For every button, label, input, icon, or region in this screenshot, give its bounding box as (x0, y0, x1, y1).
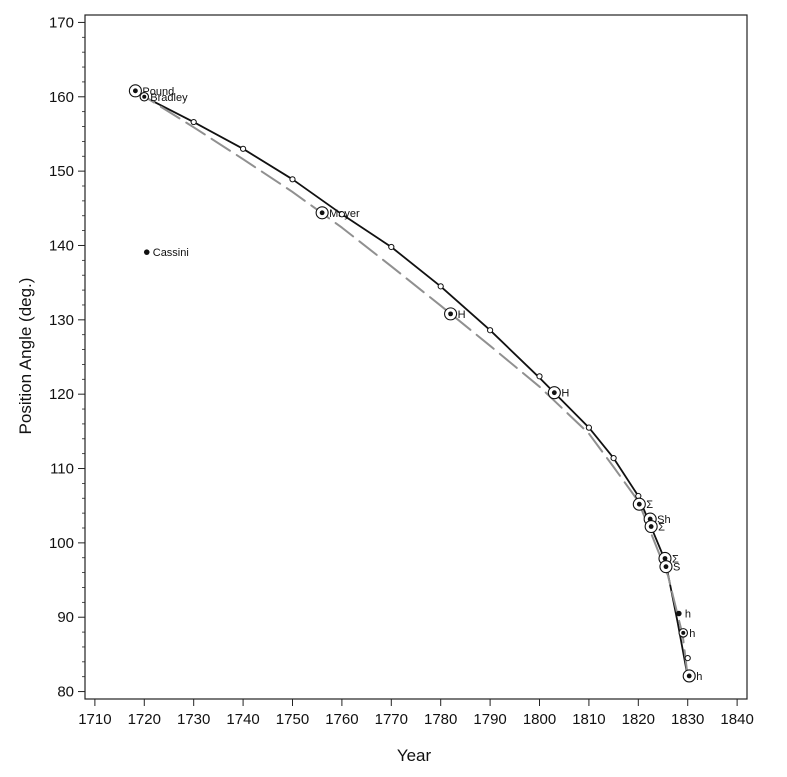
observer-label: Σ (646, 499, 653, 511)
open-circle-point (388, 243, 395, 251)
y-tick-label: 150 (49, 163, 74, 180)
plot-frame (84, 14, 748, 700)
series-lines (134, 89, 689, 678)
observer-label: Σ (658, 522, 665, 534)
ring-center-dot (448, 311, 453, 317)
dashed-series-line (134, 89, 689, 678)
solid-series-line (134, 89, 689, 678)
y-tick-label: 80 (57, 684, 74, 701)
open-circle-point (684, 655, 691, 662)
observer-label: H (458, 309, 466, 321)
x-tick-label: 1840 (720, 711, 753, 728)
ring-center-dot (319, 210, 325, 216)
open-circle-point (437, 283, 444, 290)
x-tick-label: 1830 (671, 711, 704, 728)
x-tick-label: 1810 (572, 711, 605, 728)
ring-center-dot (663, 564, 669, 570)
ring-center-dot (551, 390, 557, 396)
observer-label: Bradley (150, 92, 188, 104)
observer-label: Σ (672, 553, 679, 565)
y-tick-label: 120 (49, 386, 74, 403)
x-tick-label: 1720 (128, 711, 161, 728)
ring-center-dot (648, 524, 654, 529)
x-tick-label: 1750 (276, 711, 309, 728)
x-tick-label: 1800 (523, 711, 556, 728)
open-circle-point (487, 327, 494, 334)
open-circle-point (239, 145, 247, 152)
observer-label: Cassini (153, 247, 189, 259)
x-axis: 1710 1720 1730 1740 1750 1760 1770 1780 1790 1800… (78, 699, 754, 728)
x-tick-label: 1730 (177, 711, 210, 728)
x-axis-title: Year (397, 746, 432, 765)
data-points: PoundBradleyCassiniMayerHHΣShΣΣShhh (128, 84, 702, 683)
x-tick-label: 1790 (473, 711, 506, 728)
observer-label: h (696, 671, 702, 683)
observer-label: Pound (142, 86, 174, 98)
y-tick-label: 140 (49, 237, 74, 254)
filled-dot-point (143, 249, 150, 255)
y-tick-label: 130 (49, 312, 74, 329)
y-axis: 80 90 100 110 120 130 140 150 160 170 (49, 14, 85, 701)
open-circle-point (585, 424, 593, 431)
open-circle-point (610, 455, 617, 462)
x-tick-label: 1770 (375, 711, 408, 728)
ring-center-dot (662, 556, 668, 561)
open-circle-point (338, 211, 345, 218)
ring-center-dot (142, 94, 147, 99)
observer-label: H (561, 388, 569, 400)
y-tick-label: 160 (49, 89, 74, 106)
open-circle-point (190, 118, 197, 126)
observer-label: h (689, 628, 695, 640)
ring-center-dot (132, 88, 138, 94)
ring-center-dot (636, 501, 642, 507)
x-tick-label: 1780 (424, 711, 457, 728)
y-tick-label: 170 (49, 14, 74, 31)
open-circle-point (289, 176, 296, 183)
y-tick-label: 90 (57, 609, 74, 626)
filled-dot-point (676, 610, 682, 617)
observer-label: S (673, 562, 680, 574)
y-tick-label: 110 (50, 461, 74, 478)
ring-center-dot (686, 673, 692, 679)
x-tick-label: 1710 (78, 711, 111, 728)
observer-label: h (685, 609, 691, 621)
x-tick-label: 1740 (226, 711, 259, 728)
x-tick-label: 1820 (622, 711, 655, 728)
x-tick-label: 1760 (325, 711, 358, 728)
ring-center-dot (681, 630, 686, 635)
observer-label: Sh (657, 514, 670, 526)
y-axis-title: Position Angle (deg.) (16, 278, 35, 435)
y-tick-label: 100 (49, 535, 74, 552)
open-circle-point (536, 373, 543, 380)
